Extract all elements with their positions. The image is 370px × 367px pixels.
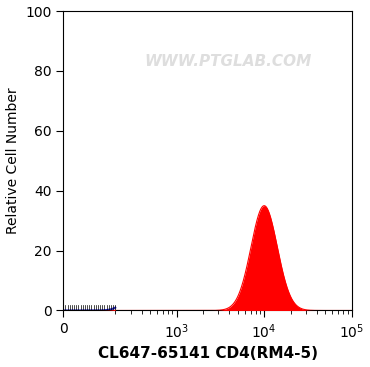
Text: WWW.PTGLAB.COM: WWW.PTGLAB.COM xyxy=(144,54,312,69)
Y-axis label: Relative Cell Number: Relative Cell Number xyxy=(6,87,20,234)
X-axis label: CL647-65141 CD4(RM4-5): CL647-65141 CD4(RM4-5) xyxy=(98,346,317,361)
